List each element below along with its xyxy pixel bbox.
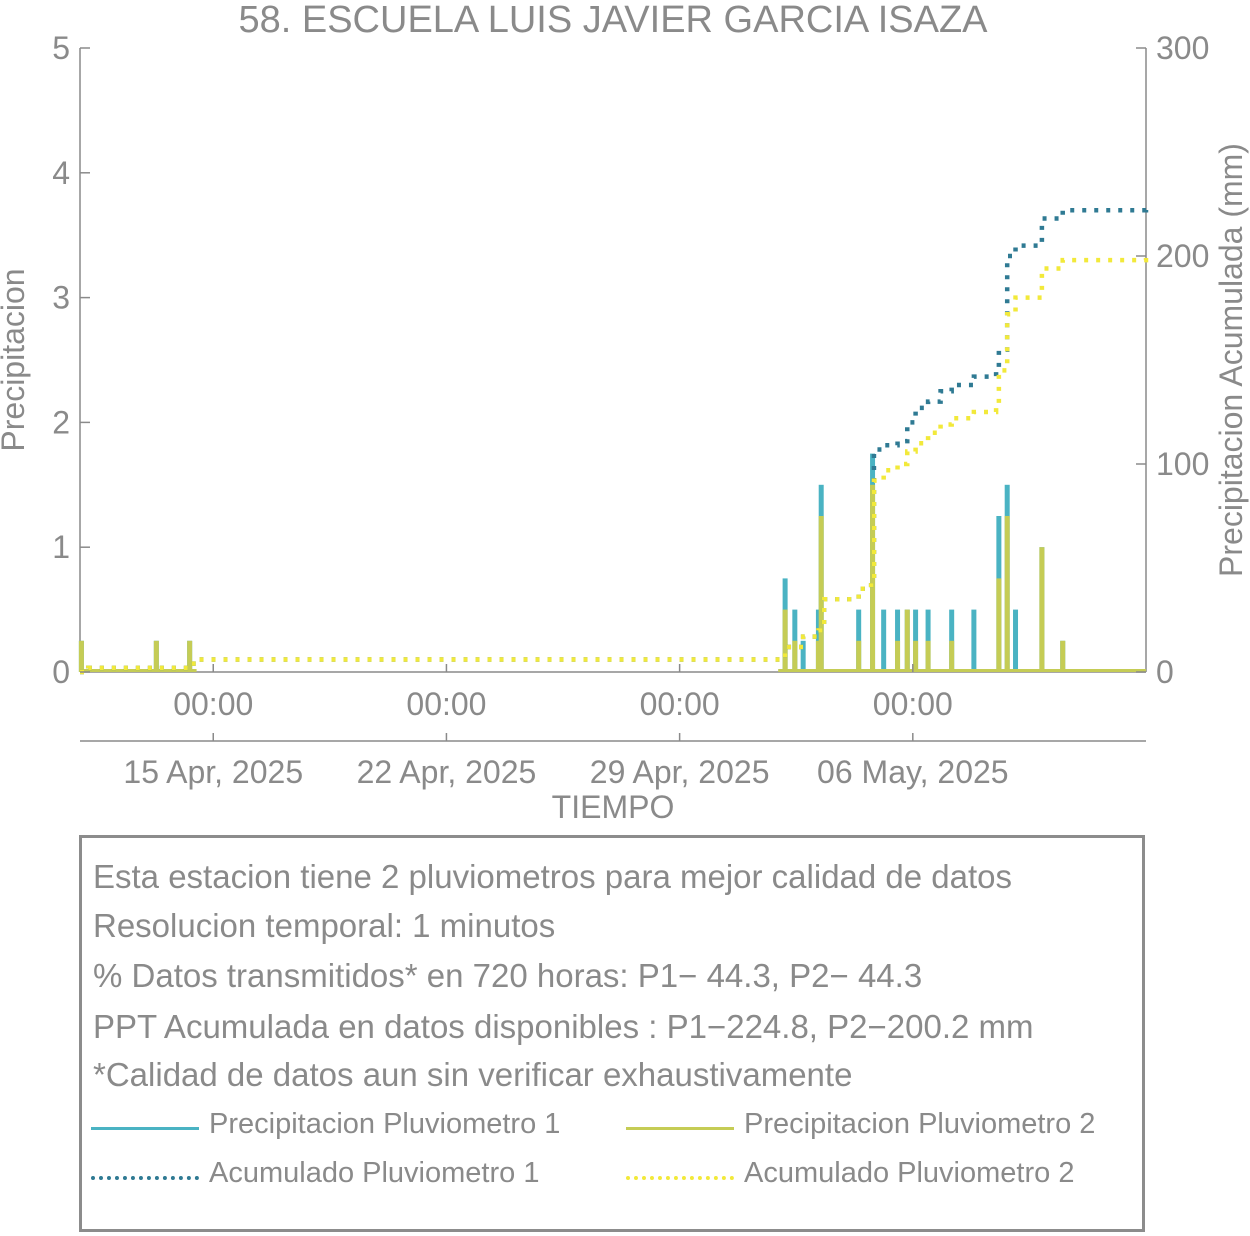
bar xyxy=(895,640,901,672)
info-line: *Calidad de datos aun sin verificar exha… xyxy=(93,1056,853,1093)
x-tick-time-label: 00:00 xyxy=(640,686,720,722)
x-tick-time-label: 00:00 xyxy=(173,686,253,722)
bar xyxy=(78,640,84,672)
bar xyxy=(815,640,821,672)
x-tick-date-label: 29 Apr, 2025 xyxy=(590,754,770,790)
legend-item-precip-p1: Precipitacion Pluviometro 1 xyxy=(91,1108,611,1148)
x-tick-time-label: 00:00 xyxy=(873,686,953,722)
info-line: PPT Acumulada en datos disponibles : P1−… xyxy=(93,1008,1034,1045)
y-axis-right-label: Precipitacion Acumulada (mm) xyxy=(1213,143,1249,577)
cumulative-lines xyxy=(80,204,1149,675)
bar xyxy=(800,640,806,672)
bar xyxy=(1039,547,1045,672)
y-tick-label-left: 5 xyxy=(52,30,70,66)
legend-item-acum-p1: Acumulado Pluviometro 1 xyxy=(91,1157,611,1197)
y-tick-label-right: 300 xyxy=(1156,30,1209,66)
bars-pluviometro-2 xyxy=(78,484,1146,672)
bar xyxy=(782,609,788,672)
bar xyxy=(904,609,910,672)
legend-label: Acumulado Pluviometro 2 xyxy=(744,1157,1075,1189)
legend-label: Precipitacion Pluviometro 2 xyxy=(744,1108,1096,1140)
legend-swatch xyxy=(626,1127,734,1130)
y-tick-label-left: 1 xyxy=(52,529,70,565)
bar xyxy=(1060,640,1066,672)
bar xyxy=(881,609,887,672)
legend-item-acum-p2: Acumulado Pluviometro 2 xyxy=(626,1157,1146,1197)
x-tick-date-label: 15 Apr, 2025 xyxy=(123,754,303,790)
y-tick-label-left: 3 xyxy=(52,280,70,316)
bars-pluviometro-1 xyxy=(78,453,1066,672)
x-axis-label: TIEMPO xyxy=(552,789,675,825)
bar xyxy=(949,640,955,672)
bar xyxy=(996,578,1002,672)
bar xyxy=(792,640,798,672)
y-tick-label-left: 0 xyxy=(52,654,70,690)
legend-item-precip-p2: Precipitacion Pluviometro 2 xyxy=(626,1108,1146,1148)
plot-frame xyxy=(79,48,1147,742)
axes: 0 1 2 3 4 5 0 100 200 300 00:00 15 Apr, 2025 00:00 22… xyxy=(52,30,1209,790)
x-tick-time-label: 00:00 xyxy=(406,686,486,722)
info-line: % Datos transmitidos* en 720 horas: P1− … xyxy=(93,957,923,994)
legend-label: Precipitacion Pluviometro 1 xyxy=(209,1108,561,1140)
y-tick-label-left: 2 xyxy=(52,404,70,440)
y-tick-label-left: 4 xyxy=(52,155,70,191)
x-tick-date-label: 06 May, 2025 xyxy=(817,754,1009,790)
legend-label: Acumulado Pluviometro 1 xyxy=(209,1157,540,1189)
line-acumulado-p2 xyxy=(80,255,1149,675)
bar xyxy=(1004,516,1010,672)
bar xyxy=(1013,609,1019,672)
info-line: Esta estacion tiene 2 pluviometros para … xyxy=(93,858,1013,895)
bar xyxy=(187,640,193,672)
precipitation-chart: 58. ESCUELA LUIS JAVIER GARCIA ISAZA 0 1 2… xyxy=(0,0,1249,825)
y-axis-left-label: Precipitacion xyxy=(0,268,31,451)
bar xyxy=(913,640,919,672)
bar xyxy=(856,640,862,672)
baseline-trace xyxy=(778,669,1146,672)
bar xyxy=(818,516,824,672)
bar xyxy=(971,609,977,672)
y-tick-label-right: 0 xyxy=(1156,654,1174,690)
x-tick-date-label: 22 Apr, 2025 xyxy=(357,754,537,790)
baseline-trace xyxy=(80,669,197,672)
y-tick-label-right: 200 xyxy=(1156,238,1209,274)
bar xyxy=(925,640,931,672)
bar xyxy=(870,484,876,672)
legend-swatch xyxy=(91,1176,199,1180)
bar xyxy=(153,640,159,672)
line-acumulado-p1 xyxy=(80,204,1149,675)
chart-title: 58. ESCUELA LUIS JAVIER GARCIA ISAZA xyxy=(238,0,988,41)
info-box: Esta estacion tiene 2 pluviometros para … xyxy=(79,835,1145,1232)
legend-swatch xyxy=(91,1127,199,1130)
y-tick-label-right: 100 xyxy=(1156,446,1209,482)
info-line: Resolucion temporal: 1 minutos xyxy=(93,907,556,944)
legend-swatch xyxy=(626,1176,734,1180)
